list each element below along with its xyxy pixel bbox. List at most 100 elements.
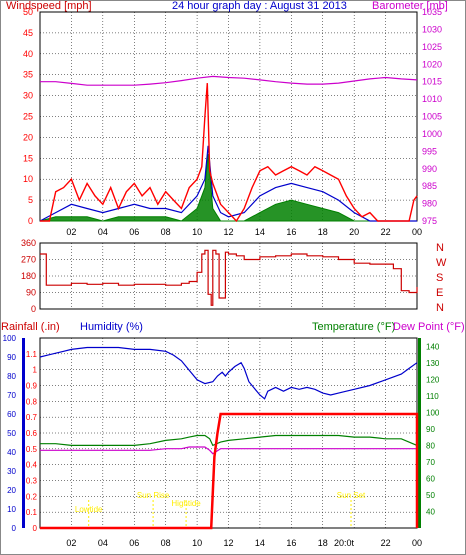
rain-yticks: 0 0.1 0.2 0.3 0.4 0.5 0.6 0.7 0.8 0.9 1 1.1 bbox=[26, 350, 38, 533]
wind-xtick-label: 12 bbox=[223, 227, 233, 237]
temperature-ytick-label: 140 bbox=[426, 342, 440, 351]
rain-ytick-label: 0.5 bbox=[26, 445, 38, 454]
barometer-ytick-label: 1000 bbox=[422, 129, 442, 139]
direction-plot: 0 90 180 270 360 bbox=[21, 238, 418, 314]
wind-xtick-label: 04 bbox=[98, 227, 108, 237]
rain-ytick-label: 1.1 bbox=[26, 350, 38, 359]
event-label: Hightide bbox=[171, 499, 201, 508]
wind-gust-series bbox=[40, 83, 418, 223]
rain-xtick-label: 22 bbox=[381, 538, 391, 548]
temperature-ytick-label: 60 bbox=[426, 474, 435, 483]
humidity-ytick-label: 20 bbox=[7, 486, 16, 495]
rain-xtick-label: 06 bbox=[129, 538, 139, 548]
wind-xtick-label: 02 bbox=[66, 227, 76, 237]
humidity-axis-bar bbox=[22, 338, 25, 528]
humidity-ytick-label: 90 bbox=[7, 353, 16, 362]
rain-xtick-label: 08 bbox=[161, 538, 171, 548]
barometer-ytick-label: 1030 bbox=[422, 24, 442, 34]
rain-ytick-label: 0.6 bbox=[26, 429, 38, 438]
wind-ytick-label: 25 bbox=[23, 112, 33, 122]
barometer-ytick-label: 980 bbox=[422, 199, 437, 209]
humidity-label: Humidity (%) bbox=[80, 321, 143, 333]
dewpoint-series bbox=[40, 446, 417, 455]
direction-series bbox=[40, 249, 418, 306]
wind-series bbox=[39, 75, 418, 223]
barometer-label: Barometer [mb] bbox=[372, 0, 448, 12]
wind-yticks-right: 975 980 985 990 995 1000 1005 1010 1015 1020 1025 1… bbox=[422, 7, 442, 226]
wind-xtick-label: 22 bbox=[381, 227, 391, 237]
rain-ytick-label: 0.9 bbox=[26, 382, 38, 391]
humidity-ytick-label: 10 bbox=[7, 505, 16, 514]
rain-ytick-label: 0.8 bbox=[26, 397, 38, 406]
wind-xtick-label: 18 bbox=[318, 227, 328, 237]
wind-ytick-label: 45 bbox=[23, 28, 33, 38]
rain-xtick-label: 10 bbox=[192, 538, 202, 548]
wind-xtick-label: 06 bbox=[129, 227, 139, 237]
rain-ytick-label: 0.3 bbox=[26, 477, 38, 486]
temperature-ytick-label: 90 bbox=[426, 425, 435, 434]
wind-xtick-label: 20 bbox=[349, 227, 359, 237]
compass-label-s: S bbox=[436, 272, 443, 284]
rainfall-series bbox=[40, 412, 419, 530]
wind-ytick-label: 15 bbox=[23, 153, 33, 163]
wind-yticks-left: 0 5 10 15 20 25 30 35 40 45 50 bbox=[23, 7, 33, 226]
barometer-ytick-label: 1020 bbox=[422, 59, 442, 69]
barometer-series bbox=[40, 75, 418, 86]
x-axis-extra-label: 20:0t bbox=[334, 538, 355, 548]
humidity-ytick-label: 100 bbox=[3, 334, 17, 343]
rain-ytick-label: 0.7 bbox=[26, 413, 38, 422]
rain-plot: 0 0.1 0.2 0.3 0.4 0.5 0.6 0.7 0.8 0.9 1 1.1 0 10 20 30… bbox=[3, 334, 440, 548]
rain-xtick-label: 04 bbox=[98, 538, 108, 548]
event-label: Lowtide bbox=[75, 505, 103, 514]
direction-ytick-label: 270 bbox=[21, 255, 36, 265]
humidity-series bbox=[39, 346, 418, 400]
wind-ytick-label: 50 bbox=[23, 7, 33, 17]
dewpoint-label: Dew Point (°F) bbox=[393, 321, 465, 333]
humidity-ytick-label: 30 bbox=[7, 467, 16, 476]
barometer-ytick-label: 1015 bbox=[422, 77, 442, 87]
barometer-ytick-label: 1010 bbox=[422, 94, 442, 104]
direction-ytick-label: 0 bbox=[31, 304, 36, 314]
barometer-ytick-label: 975 bbox=[422, 216, 437, 226]
temperature-yticks: 40 50 60 70 80 90 100 110 120 130 140 bbox=[426, 342, 440, 516]
direction-ytick-label: 180 bbox=[21, 271, 36, 281]
humidity-ytick-label: 70 bbox=[7, 391, 16, 400]
direction-grid bbox=[40, 243, 417, 309]
wind-grid bbox=[40, 12, 417, 221]
temperature-axis-bar bbox=[418, 338, 421, 528]
wind-ytick-label: 20 bbox=[23, 132, 33, 142]
rain-series bbox=[39, 346, 419, 530]
wind-xtick-label: 16 bbox=[286, 227, 296, 237]
wind-low-series bbox=[39, 154, 417, 222]
direction-ytick-label: 90 bbox=[26, 288, 36, 298]
rain-xtick-label: 02 bbox=[66, 538, 76, 548]
compass-label-n-top: N bbox=[436, 242, 444, 254]
wind-title: 24 hour graph day : August 31 2013 bbox=[172, 0, 347, 12]
wind-ytick-label: 10 bbox=[23, 174, 33, 184]
direction-ytick-label: 360 bbox=[21, 238, 36, 248]
temperature-ytick-label: 40 bbox=[426, 507, 435, 516]
barometer-ytick-label: 985 bbox=[422, 181, 437, 191]
barometer-ytick-label: 1005 bbox=[422, 112, 442, 122]
wind-left-label: Windspeed [mph] bbox=[6, 0, 92, 12]
humidity-ytick-label: 60 bbox=[7, 410, 16, 419]
rain-ytick-label: 0 bbox=[33, 524, 38, 533]
rain-xtick-label: 18 bbox=[318, 538, 328, 548]
wind-ytick-label: 40 bbox=[23, 49, 33, 59]
wind-ytick-label: 35 bbox=[23, 70, 33, 80]
barometer-ytick-label: 1035 bbox=[422, 7, 442, 17]
compass-label-w: W bbox=[436, 257, 447, 269]
direction-series bbox=[40, 249, 418, 306]
wind-ytick-label: 0 bbox=[28, 216, 33, 226]
temperature-ytick-label: 100 bbox=[426, 408, 440, 417]
wind-xtick-label: 10 bbox=[192, 227, 202, 237]
temperature-ytick-label: 70 bbox=[426, 458, 435, 467]
wind-average-series bbox=[39, 145, 417, 222]
event-label: Sun Rise bbox=[137, 491, 170, 500]
temperature-ytick-label: 120 bbox=[426, 375, 440, 384]
compass-label-n-bottom: N bbox=[436, 302, 444, 314]
barometer-ytick-label: 990 bbox=[422, 164, 437, 174]
